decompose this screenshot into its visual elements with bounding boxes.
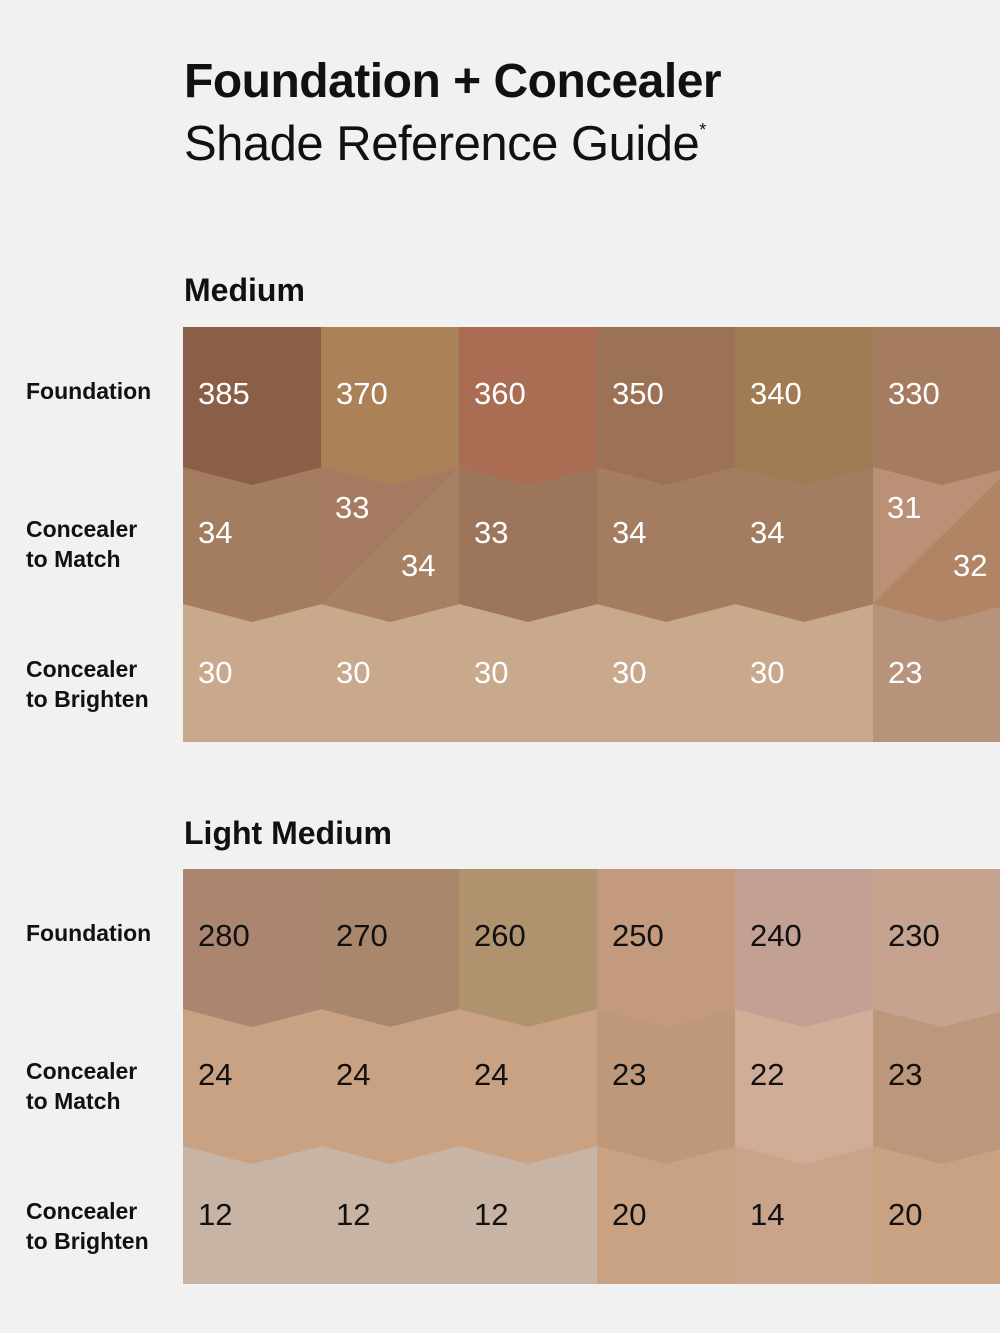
footnote-mark: * — [699, 120, 706, 140]
shade-label-match: 31 — [887, 490, 921, 525]
row-label-concealer-match: Concealer to Match — [26, 1056, 137, 1116]
shade-label-match: 33 — [335, 490, 369, 525]
shade-grid-medium: 385 34 30 370 33 34 30 360 33 30 350 34 30 340 34 30 330… — [183, 327, 1000, 742]
swatch-foundation — [735, 327, 874, 485]
swatch-foundation — [873, 327, 1000, 485]
swatch-match-split — [873, 477, 1000, 622]
shade-label-match: 23 — [612, 1057, 646, 1092]
shade-label-foundation: 370 — [336, 376, 388, 411]
page-subtitle-text: Shade Reference Guide — [184, 117, 700, 171]
row-label-concealer-brighten: Concealer to Brighten — [26, 1196, 149, 1256]
shade-label-foundation: 230 — [888, 918, 940, 953]
row-label-line: Concealer — [26, 1198, 138, 1224]
swatch-foundation — [735, 869, 874, 1027]
row-label-concealer-match: Concealer to Match — [26, 514, 137, 574]
shade-label-match: 34 — [750, 515, 784, 550]
swatch-foundation — [597, 869, 736, 1027]
shade-label-match: 22 — [750, 1057, 784, 1092]
swatch-foundation — [459, 869, 598, 1027]
shade-label-match: 34 — [612, 515, 646, 550]
row-label-line: Concealer — [26, 1058, 138, 1084]
shade-label-match-alt: 32 — [953, 548, 987, 583]
swatch-foundation — [183, 869, 322, 1027]
shade-label-foundation: 260 — [474, 918, 526, 953]
row-label-line: to Brighten — [26, 1228, 149, 1254]
shade-label-brighten: 12 — [474, 1197, 508, 1232]
swatch-foundation — [321, 869, 460, 1027]
row-label-concealer-brighten: Concealer to Brighten — [26, 654, 149, 714]
shade-label-brighten: 30 — [336, 655, 370, 690]
swatch-foundation — [459, 327, 598, 485]
shade-label-foundation: 360 — [474, 376, 526, 411]
shade-label-match: 34 — [198, 515, 232, 550]
shade-grid-svg: 280 24 12 270 24 12 260 24 12 250 23 20 240 22 14 230 23… — [183, 869, 1000, 1284]
shade-label-foundation: 240 — [750, 918, 802, 953]
shade-label-match: 24 — [474, 1057, 508, 1092]
row-label-foundation: Foundation — [26, 920, 152, 946]
shade-label-brighten: 14 — [750, 1197, 784, 1232]
swatch-foundation — [873, 869, 1000, 1027]
shade-label-match: 24 — [198, 1057, 232, 1092]
row-label-line: Concealer — [26, 656, 138, 682]
shade-label-brighten: 30 — [474, 655, 508, 690]
row-label-foundation: Foundation — [26, 378, 152, 404]
shade-label-brighten: 23 — [888, 655, 922, 690]
shade-label-match: 33 — [474, 515, 508, 550]
row-label-line: to Match — [26, 546, 121, 572]
shade-label-brighten: 12 — [336, 1197, 370, 1232]
shade-label-brighten: 30 — [750, 655, 784, 690]
page-subtitle: Shade Reference Guide* — [184, 116, 706, 172]
row-label-line: Concealer — [26, 516, 138, 542]
shade-label-foundation: 340 — [750, 376, 802, 411]
shade-label-foundation: 280 — [198, 918, 250, 953]
shade-label-brighten: 30 — [612, 655, 646, 690]
shade-label-foundation: 330 — [888, 376, 940, 411]
page-title: Foundation + Concealer — [184, 55, 722, 108]
swatch-foundation — [183, 327, 322, 485]
row-label-line: to Brighten — [26, 686, 149, 712]
shade-label-match: 23 — [888, 1057, 922, 1092]
shade-label-brighten: 20 — [612, 1197, 646, 1232]
swatch-foundation — [321, 327, 460, 485]
shade-label-foundation: 270 — [336, 918, 388, 953]
shade-label-brighten: 12 — [198, 1197, 232, 1232]
row-label-line: to Match — [26, 1088, 121, 1114]
shade-label-match-alt: 34 — [401, 548, 435, 583]
shade-label-foundation: 385 — [198, 376, 250, 411]
shade-label-brighten: 30 — [198, 655, 232, 690]
shade-label-foundation: 250 — [612, 918, 664, 953]
shade-label-foundation: 350 — [612, 376, 664, 411]
section-title-medium: Medium — [184, 272, 305, 308]
section-title-light-medium: Light Medium — [184, 815, 392, 851]
swatch-match-split — [321, 467, 459, 622]
shade-label-match: 24 — [336, 1057, 370, 1092]
shade-grid-light-medium: 280 24 12 270 24 12 260 24 12 250 23 20 240 22 14 230 23… — [183, 869, 1000, 1284]
shade-label-brighten: 20 — [888, 1197, 922, 1232]
shade-grid-svg: 385 34 30 370 33 34 30 360 33 30 350 34 30 340 34 30 330… — [183, 327, 1000, 742]
swatch-foundation — [597, 327, 736, 485]
